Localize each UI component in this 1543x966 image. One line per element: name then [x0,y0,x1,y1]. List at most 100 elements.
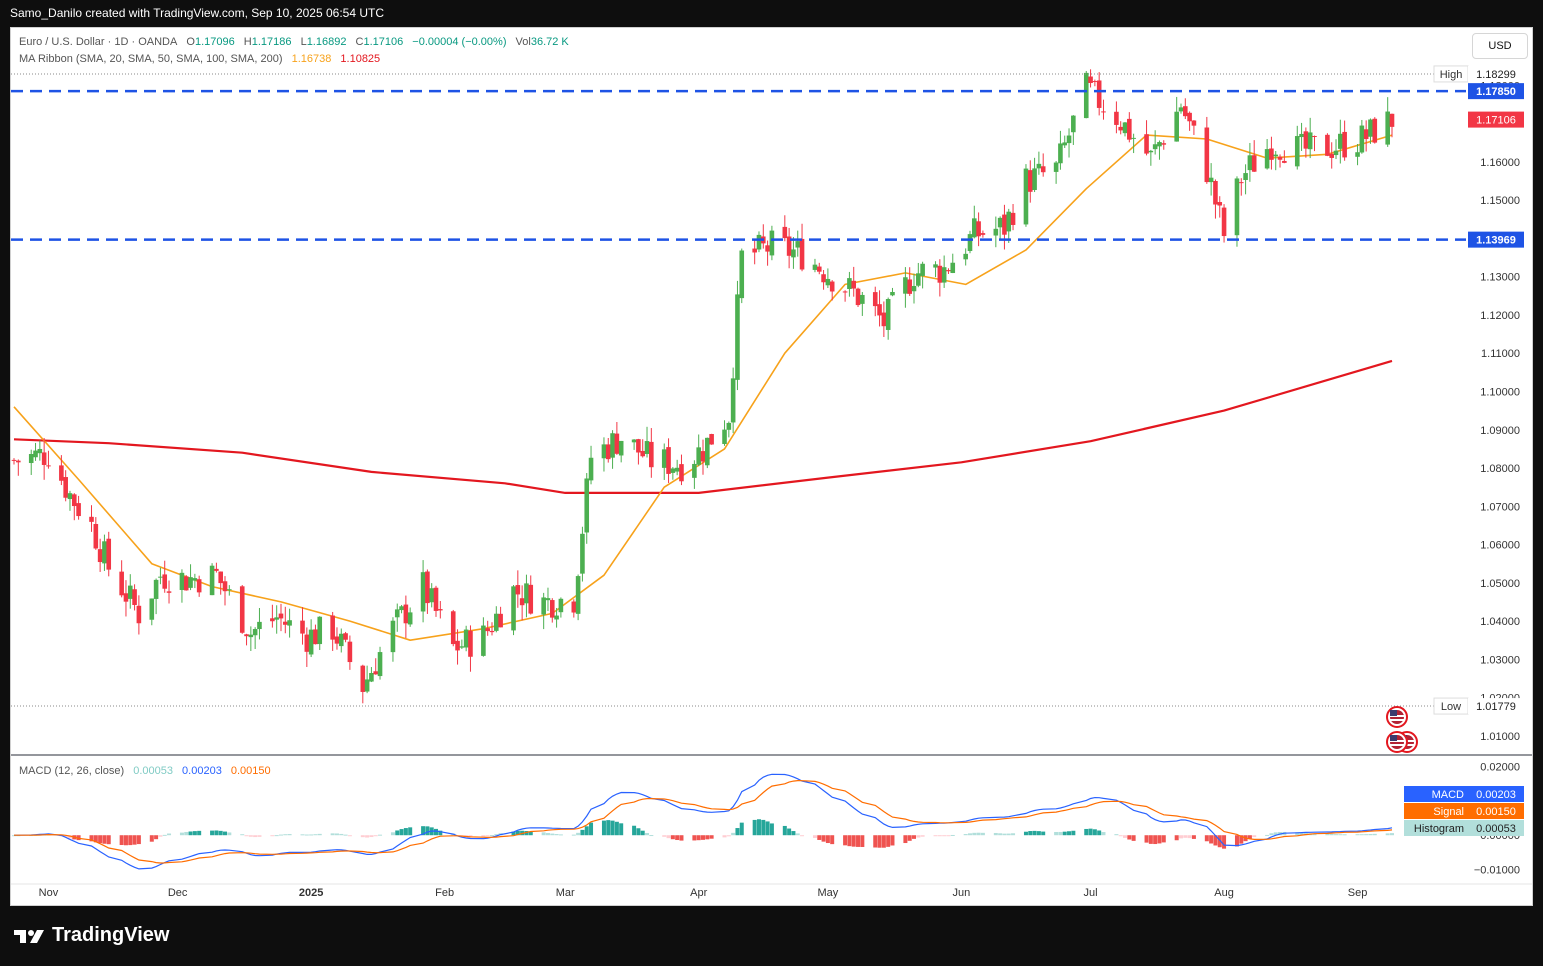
macd-histogram-bar [162,834,167,836]
price-tick-label: 1.11000 [1481,348,1520,360]
macd-histogram-bar [998,833,1003,836]
candle-body [1299,133,1304,138]
chart-panel[interactable]: 1.190001.180001.170001.160001.150001.140… [10,27,1533,906]
candle-body [1368,119,1373,137]
macd-histogram-bar [1338,834,1343,836]
candles [11,69,1395,704]
macd-histogram-bar [1183,835,1188,838]
time-tick-label: Feb [435,887,454,899]
candle-body [1131,137,1136,139]
macd-histogram-bar [1209,835,1214,844]
candle-body [347,641,353,663]
candle-body [558,598,564,613]
sma20-line [13,134,1393,641]
candle-body [63,477,68,498]
macd-histogram-bar [1032,830,1037,836]
macd-histogram-bar [403,828,408,836]
candle-body [399,606,404,611]
macd-histogram-bar [619,823,624,836]
candle-body [1389,113,1395,127]
macd-histogram-bar [287,834,292,836]
candle-body [601,444,607,459]
macd-histogram-bar [963,834,968,836]
macd-histogram-bar [1028,831,1033,836]
macd-histogram-bar [1153,835,1158,845]
macd-title: MACD (12, 26, close) [19,765,125,777]
candle-body [1342,131,1347,158]
macd-histogram-bar [63,835,68,838]
candle-body [67,493,73,500]
macd-histogram-bar [843,835,848,846]
candle-body [1183,106,1188,117]
macd-histogram-bar [98,835,103,844]
signal-line [14,779,1393,864]
macd-histogram-bar [1127,835,1132,840]
candle-body [1238,182,1244,184]
candle-body [127,585,133,599]
candle-body [1122,122,1128,134]
macd-histogram-bar [765,821,770,836]
candle-body [300,620,305,634]
candle-body [825,278,831,286]
macd-histogram-bar [1325,833,1330,836]
candle-body [916,273,921,286]
macd-histogram-bar [330,833,335,836]
ma2-value: 1.10825 [340,53,381,65]
candle-body [1312,136,1317,138]
flag-stripe [1390,744,1404,746]
candle-body [89,516,94,522]
macd-histogram-bar [468,835,473,837]
candle-body [752,248,757,253]
macd-histogram-bar [645,832,650,836]
macd-histogram-bar [1036,831,1041,836]
candle-body [722,429,727,444]
candle-body [1092,81,1098,83]
candle-body [860,294,865,304]
symbol-legend: Euro / U.S. Dollar · 1D · OANDA O1.17096… [19,36,571,48]
sma200-line [13,359,1393,494]
macd-histogram-bar [218,830,223,836]
price-tick-label: 1.03000 [1480,654,1520,666]
tradingview-logo[interactable]: TradingView [12,924,169,947]
candle-body [330,615,335,640]
macd-histogram-bar [950,834,955,836]
brand-name: TradingView [52,924,170,946]
candle-body [855,288,861,306]
macd-histogram-bar [752,819,757,836]
macd-tick-label: 0.02000 [1480,761,1520,773]
price-chart[interactable]: 1.190001.180001.170001.160001.150001.140… [11,28,1533,906]
candle-body [920,263,925,276]
macd-histogram-bar [800,835,805,837]
flag-canton [1390,710,1397,716]
candle-body [338,633,344,647]
macd-histogram-bar [1054,831,1059,836]
support-price-tag [1468,231,1524,248]
macd-histogram-bar [192,831,197,836]
candle-body [209,565,215,596]
macd-histogram-bar [343,834,348,836]
macd-hist-value: 0.00053 [133,765,173,777]
macd-histogram-bar [795,833,800,836]
volume-label: Vol [515,36,531,48]
candle-body [1213,181,1218,205]
macd-histogram-bar [270,835,275,837]
candle-body [812,264,818,270]
macd-histogram-bar [860,835,865,847]
symbol-name: Euro / U.S. Dollar · 1D · OANDA [19,36,178,48]
candle-body [649,441,654,468]
candle-body [769,230,775,256]
candle-body [227,589,232,591]
macd-histogram-bar [184,831,189,836]
candle-body [1251,155,1257,172]
candle-body [511,586,516,631]
grid [11,754,1532,885]
candle-body [28,454,34,464]
price-tick-label: 1.15000 [1480,195,1520,207]
macd-histogram-bar [830,835,835,845]
macd-histogram-bar [580,829,585,836]
macd-tag-value-text: 0.00203 [1476,789,1516,801]
candle-body [842,291,848,293]
us-flag-icon [1386,731,1408,753]
macd-histogram-bar [877,835,882,848]
currency-button[interactable]: USD [1472,33,1528,59]
